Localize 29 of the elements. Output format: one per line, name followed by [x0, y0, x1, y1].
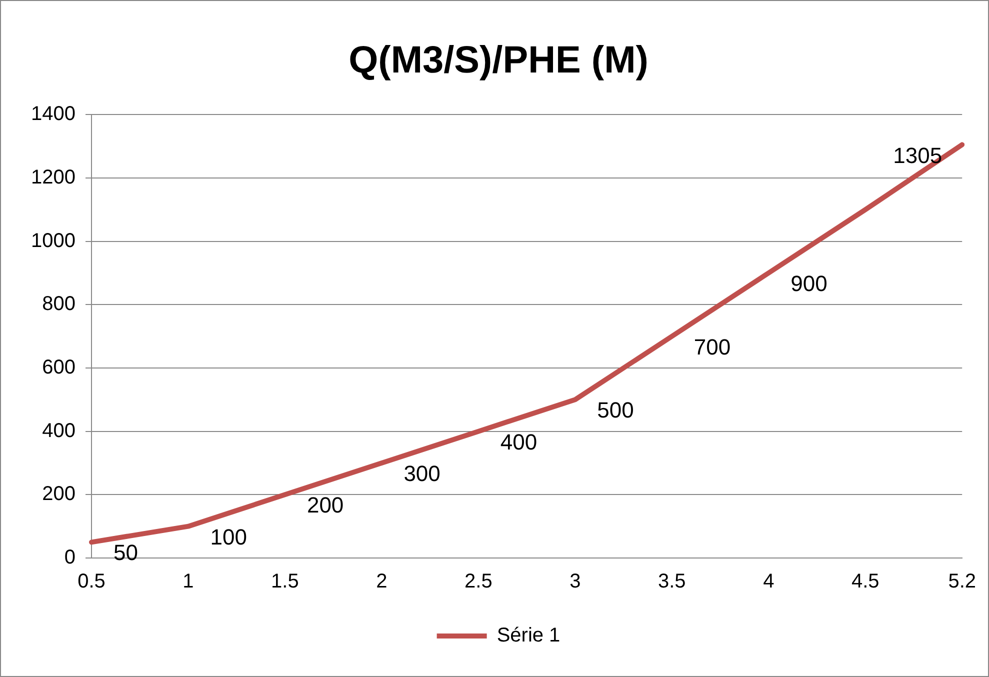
x-tick-label: 2.5	[464, 570, 492, 593]
data-label: 50	[113, 540, 138, 566]
x-tick-label: 3.5	[658, 570, 686, 593]
y-tick-label: 1000	[30, 230, 76, 252]
data-label: 300	[404, 461, 440, 486]
data-label: 200	[306, 492, 344, 518]
x-tick-label: 2	[376, 570, 388, 593]
x-tick-label: 0.5	[78, 570, 106, 593]
y-tick-label: 200	[42, 483, 76, 506]
chart-title: Q(M3/S)/PHE (M)	[348, 39, 648, 82]
data-label: 1305	[893, 142, 942, 168]
x-tick-label: 3	[570, 570, 581, 593]
data-label: 700	[694, 334, 731, 360]
y-tick-label: 0	[64, 546, 76, 569]
y-tick-label: 400	[42, 420, 76, 442]
x-tick-label: 1.5	[271, 570, 299, 593]
data-label: 400	[500, 429, 538, 454]
data-label: 500	[597, 398, 634, 423]
x-tick-label: 1	[182, 570, 194, 593]
y-tick-label: 1200	[30, 166, 76, 188]
data-label: 100	[210, 524, 247, 550]
y-tick-label: 1400	[30, 103, 76, 126]
y-tick-label: 800	[42, 293, 76, 316]
x-tick-label: 4.5	[851, 570, 880, 593]
legend-label: Série 1	[496, 624, 560, 647]
y-tick-label: 600	[42, 356, 76, 378]
x-tick-label: 5.2	[948, 570, 976, 593]
data-label: 900	[790, 271, 828, 296]
x-tick-label: 4	[763, 570, 774, 593]
